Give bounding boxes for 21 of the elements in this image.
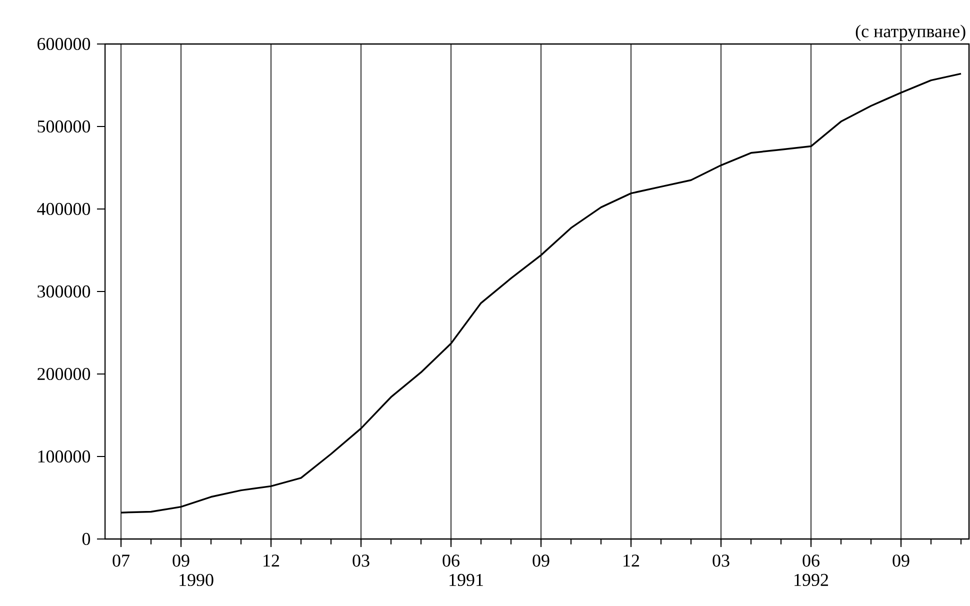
- x-tick-label: 09: [532, 554, 550, 567]
- y-tick-label: 100000: [38, 450, 90, 463]
- x-tick-label: 07: [112, 554, 130, 567]
- y-tick-label: 200000: [38, 368, 90, 380]
- x-tick-label: 09: [892, 554, 910, 567]
- text: 1990: [180, 574, 214, 586]
- y-tick-label: 500000: [38, 120, 90, 133]
- text: 1991: [450, 574, 483, 586]
- chart-subtitle: (с натрупване): [856, 24, 966, 42]
- y-tick-label: 0: [82, 532, 90, 546]
- x-tick-label: 09: [172, 554, 190, 567]
- x-tick-label: 12: [264, 554, 280, 566]
- y-tick-label: 400000: [37, 202, 90, 216]
- y-tick-label: 600000: [38, 38, 90, 50]
- x-tick-label: 06: [442, 554, 460, 567]
- x-tick-label: 03: [352, 554, 370, 567]
- text: 1992: [794, 574, 828, 586]
- x-tick-label: 03: [712, 554, 730, 567]
- y-tick-label: 300000: [38, 285, 90, 298]
- x-tick-label: 06: [802, 554, 820, 567]
- x-tick-label: 12: [624, 554, 640, 566]
